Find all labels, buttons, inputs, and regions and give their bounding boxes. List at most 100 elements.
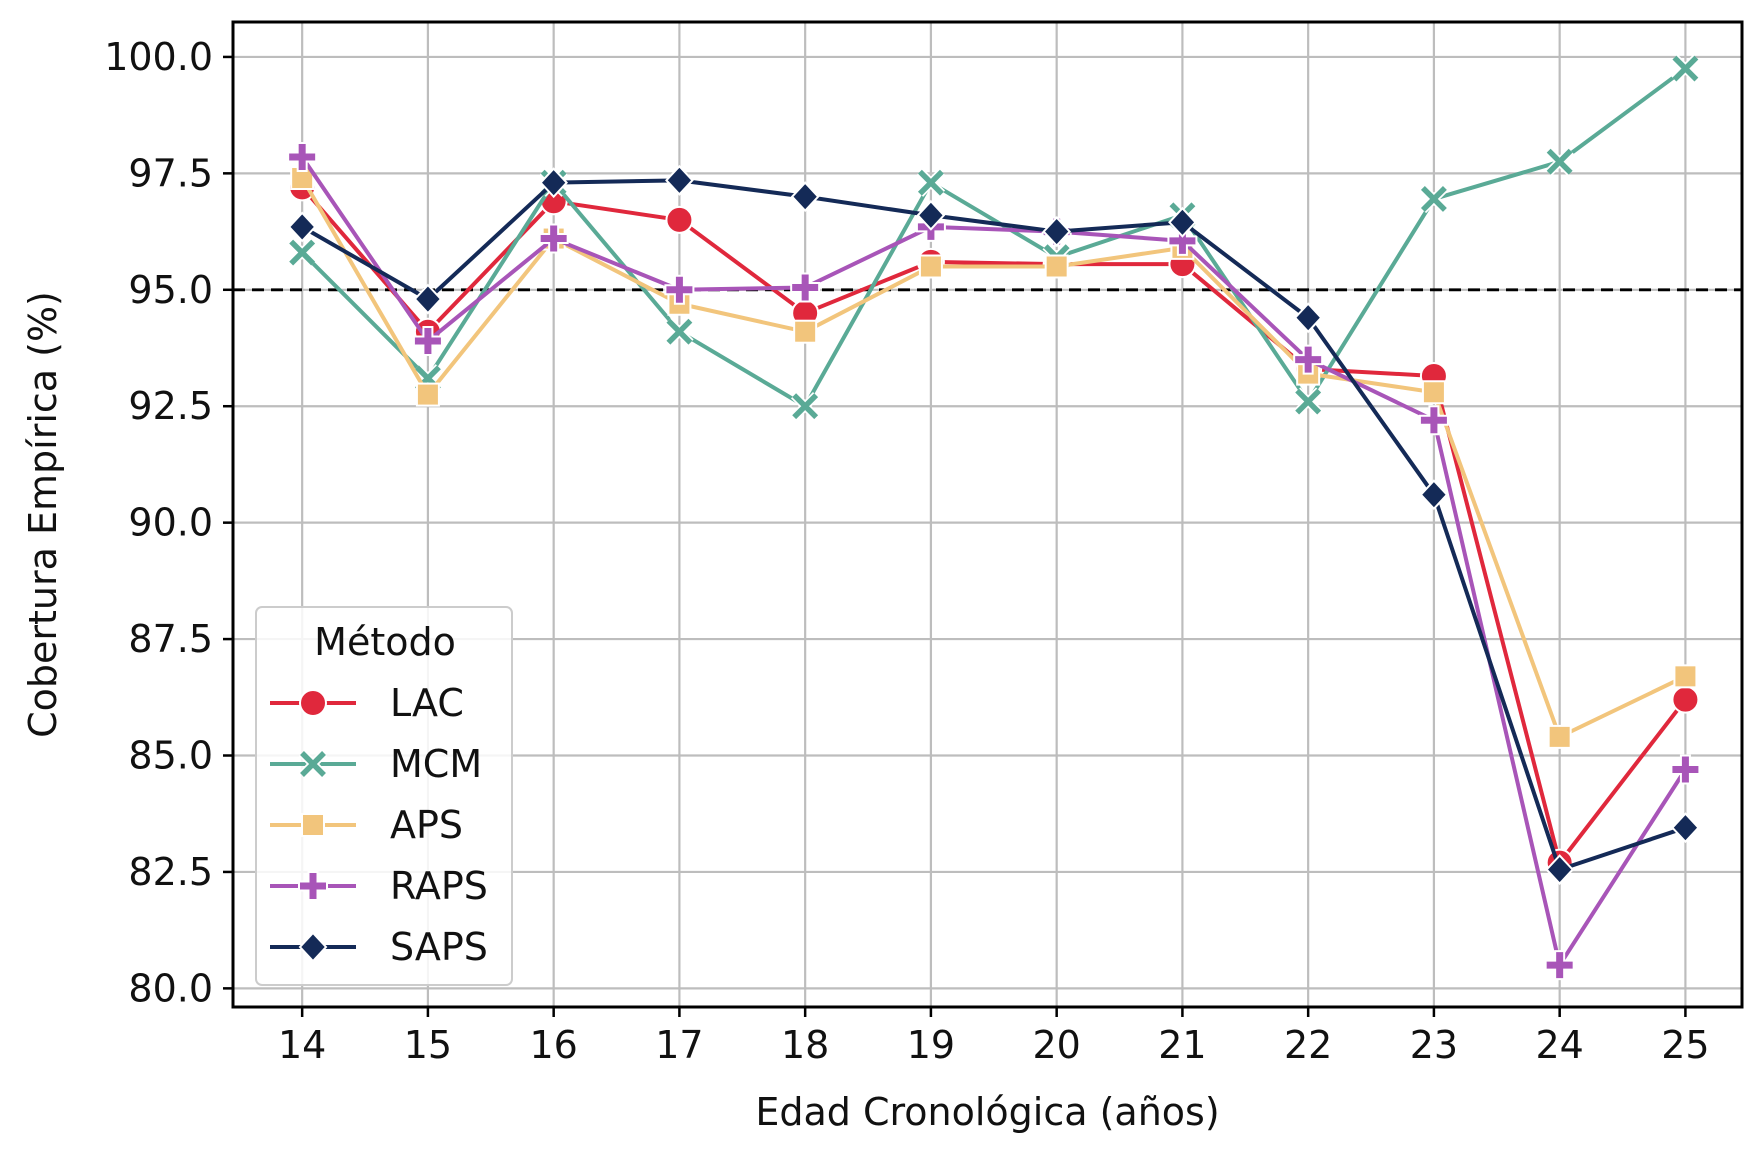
x-tick-label: 19	[907, 1023, 955, 1067]
data-point-mcm	[916, 168, 946, 197]
x-tick-label: 24	[1535, 1023, 1583, 1067]
data-point-saps	[413, 283, 443, 315]
marker-shape	[301, 813, 325, 837]
legend-item-saps: SAPS	[270, 925, 488, 969]
data-point-mcm	[1671, 54, 1700, 83]
marker-shape	[666, 318, 693, 345]
marker-shape	[1419, 479, 1449, 511]
y-tick-label: 82.5	[128, 850, 213, 894]
marker-shape	[1546, 148, 1573, 175]
data-point-raps	[287, 142, 318, 173]
legend-swatch-marker	[299, 689, 327, 717]
data-point-saps	[790, 181, 820, 213]
x-tick-label: 15	[404, 1023, 452, 1067]
data-point-lac	[665, 205, 694, 234]
marker-shape	[300, 751, 326, 777]
legend-item-lac: LAC	[270, 681, 464, 725]
marker-shape	[413, 283, 443, 315]
y-tick-label: 87.5	[128, 617, 213, 661]
data-point-raps	[1167, 225, 1198, 256]
data-point-mcm	[1293, 387, 1323, 416]
marker-shape	[1044, 254, 1069, 279]
marker-shape	[1671, 812, 1700, 844]
legend-item-mcm: MCM	[270, 742, 482, 786]
data-point-saps	[287, 211, 317, 243]
x-tick-label: 18	[781, 1023, 829, 1067]
data-point-saps	[916, 199, 946, 231]
marker-shape	[1293, 344, 1324, 375]
data-point-saps	[1042, 216, 1072, 248]
marker-shape	[1168, 206, 1197, 238]
marker-shape	[298, 931, 328, 963]
axis-ticks: 14 15 16 17 18 19 20 21 22 23 24 25 80.0 82.5 85.0 87.5…	[104, 35, 1709, 1067]
marker-shape	[790, 272, 821, 303]
marker-shape	[1545, 854, 1575, 886]
data-point-mcm	[790, 392, 820, 421]
marker-shape	[1671, 685, 1700, 714]
marker-shape	[1293, 302, 1323, 334]
marker-shape	[538, 223, 569, 254]
y-axis-title: Cobertura Empírica (%)	[21, 291, 65, 738]
data-point-saps	[1293, 302, 1323, 334]
x-tick-label: 16	[529, 1023, 577, 1067]
marker-shape	[918, 254, 943, 279]
marker-shape	[665, 164, 694, 196]
data-point-aps	[1547, 724, 1572, 749]
marker-shape	[1420, 186, 1447, 212]
marker-shape	[665, 205, 694, 234]
x-axis-title: Edad Cronológica (años)	[755, 1090, 1219, 1134]
marker-shape	[289, 239, 316, 266]
marker-shape	[792, 393, 819, 420]
data-point-raps	[664, 274, 695, 305]
marker-shape	[1544, 950, 1575, 981]
data-point-aps	[918, 254, 943, 279]
legend-swatch-marker	[301, 813, 325, 837]
marker-shape	[415, 382, 440, 407]
marker-shape	[539, 167, 569, 199]
data-point-raps	[1544, 950, 1575, 981]
data-point-mcm	[287, 238, 317, 267]
data-point-raps	[790, 272, 821, 303]
data-point-aps	[415, 382, 440, 407]
data-point-mcm	[1419, 184, 1449, 214]
series-line-saps	[301, 178, 1687, 872]
plot-frame	[231, 20, 1744, 1009]
data-point-saps	[1671, 812, 1700, 844]
series-line-lac	[300, 186, 1687, 865]
data-point-raps	[1670, 754, 1701, 785]
series-layer	[287, 54, 1701, 981]
legend-swatch-marker	[298, 749, 328, 779]
marker-shape	[287, 211, 317, 243]
data-point-saps	[1419, 479, 1449, 511]
data-point-aps	[1421, 380, 1446, 405]
data-point-aps	[1673, 664, 1698, 689]
x-tick-label: 25	[1661, 1023, 1709, 1067]
data-point-saps	[539, 167, 569, 199]
marker-shape	[412, 326, 443, 357]
series-line-aps	[300, 177, 1687, 739]
marker-shape	[287, 142, 318, 173]
marker-shape	[1421, 380, 1446, 405]
legend-swatch-marker	[298, 871, 328, 901]
x-tick-label: 14	[278, 1023, 326, 1067]
data-point-raps	[412, 326, 443, 357]
y-tick-label: 80.0	[128, 966, 213, 1010]
legend: Método LAC MCM APS RAPS SAPS	[255, 606, 513, 986]
y-tick-label: 90.0	[128, 501, 213, 545]
series-line-raps	[300, 155, 1688, 968]
legend-label-lac: LAC	[390, 681, 464, 725]
marker-shape	[916, 199, 946, 231]
marker-shape	[664, 274, 695, 305]
marker-shape	[917, 169, 944, 196]
y-tick-label: 97.5	[128, 151, 213, 195]
legend-label-mcm: MCM	[390, 742, 482, 786]
marker-shape	[793, 319, 818, 344]
legend-label-raps: RAPS	[390, 864, 488, 908]
data-point-aps	[793, 319, 818, 344]
marker-shape	[299, 689, 327, 717]
marker-shape	[1670, 754, 1701, 785]
data-point-raps	[538, 223, 569, 254]
data-point-saps	[1545, 854, 1575, 886]
